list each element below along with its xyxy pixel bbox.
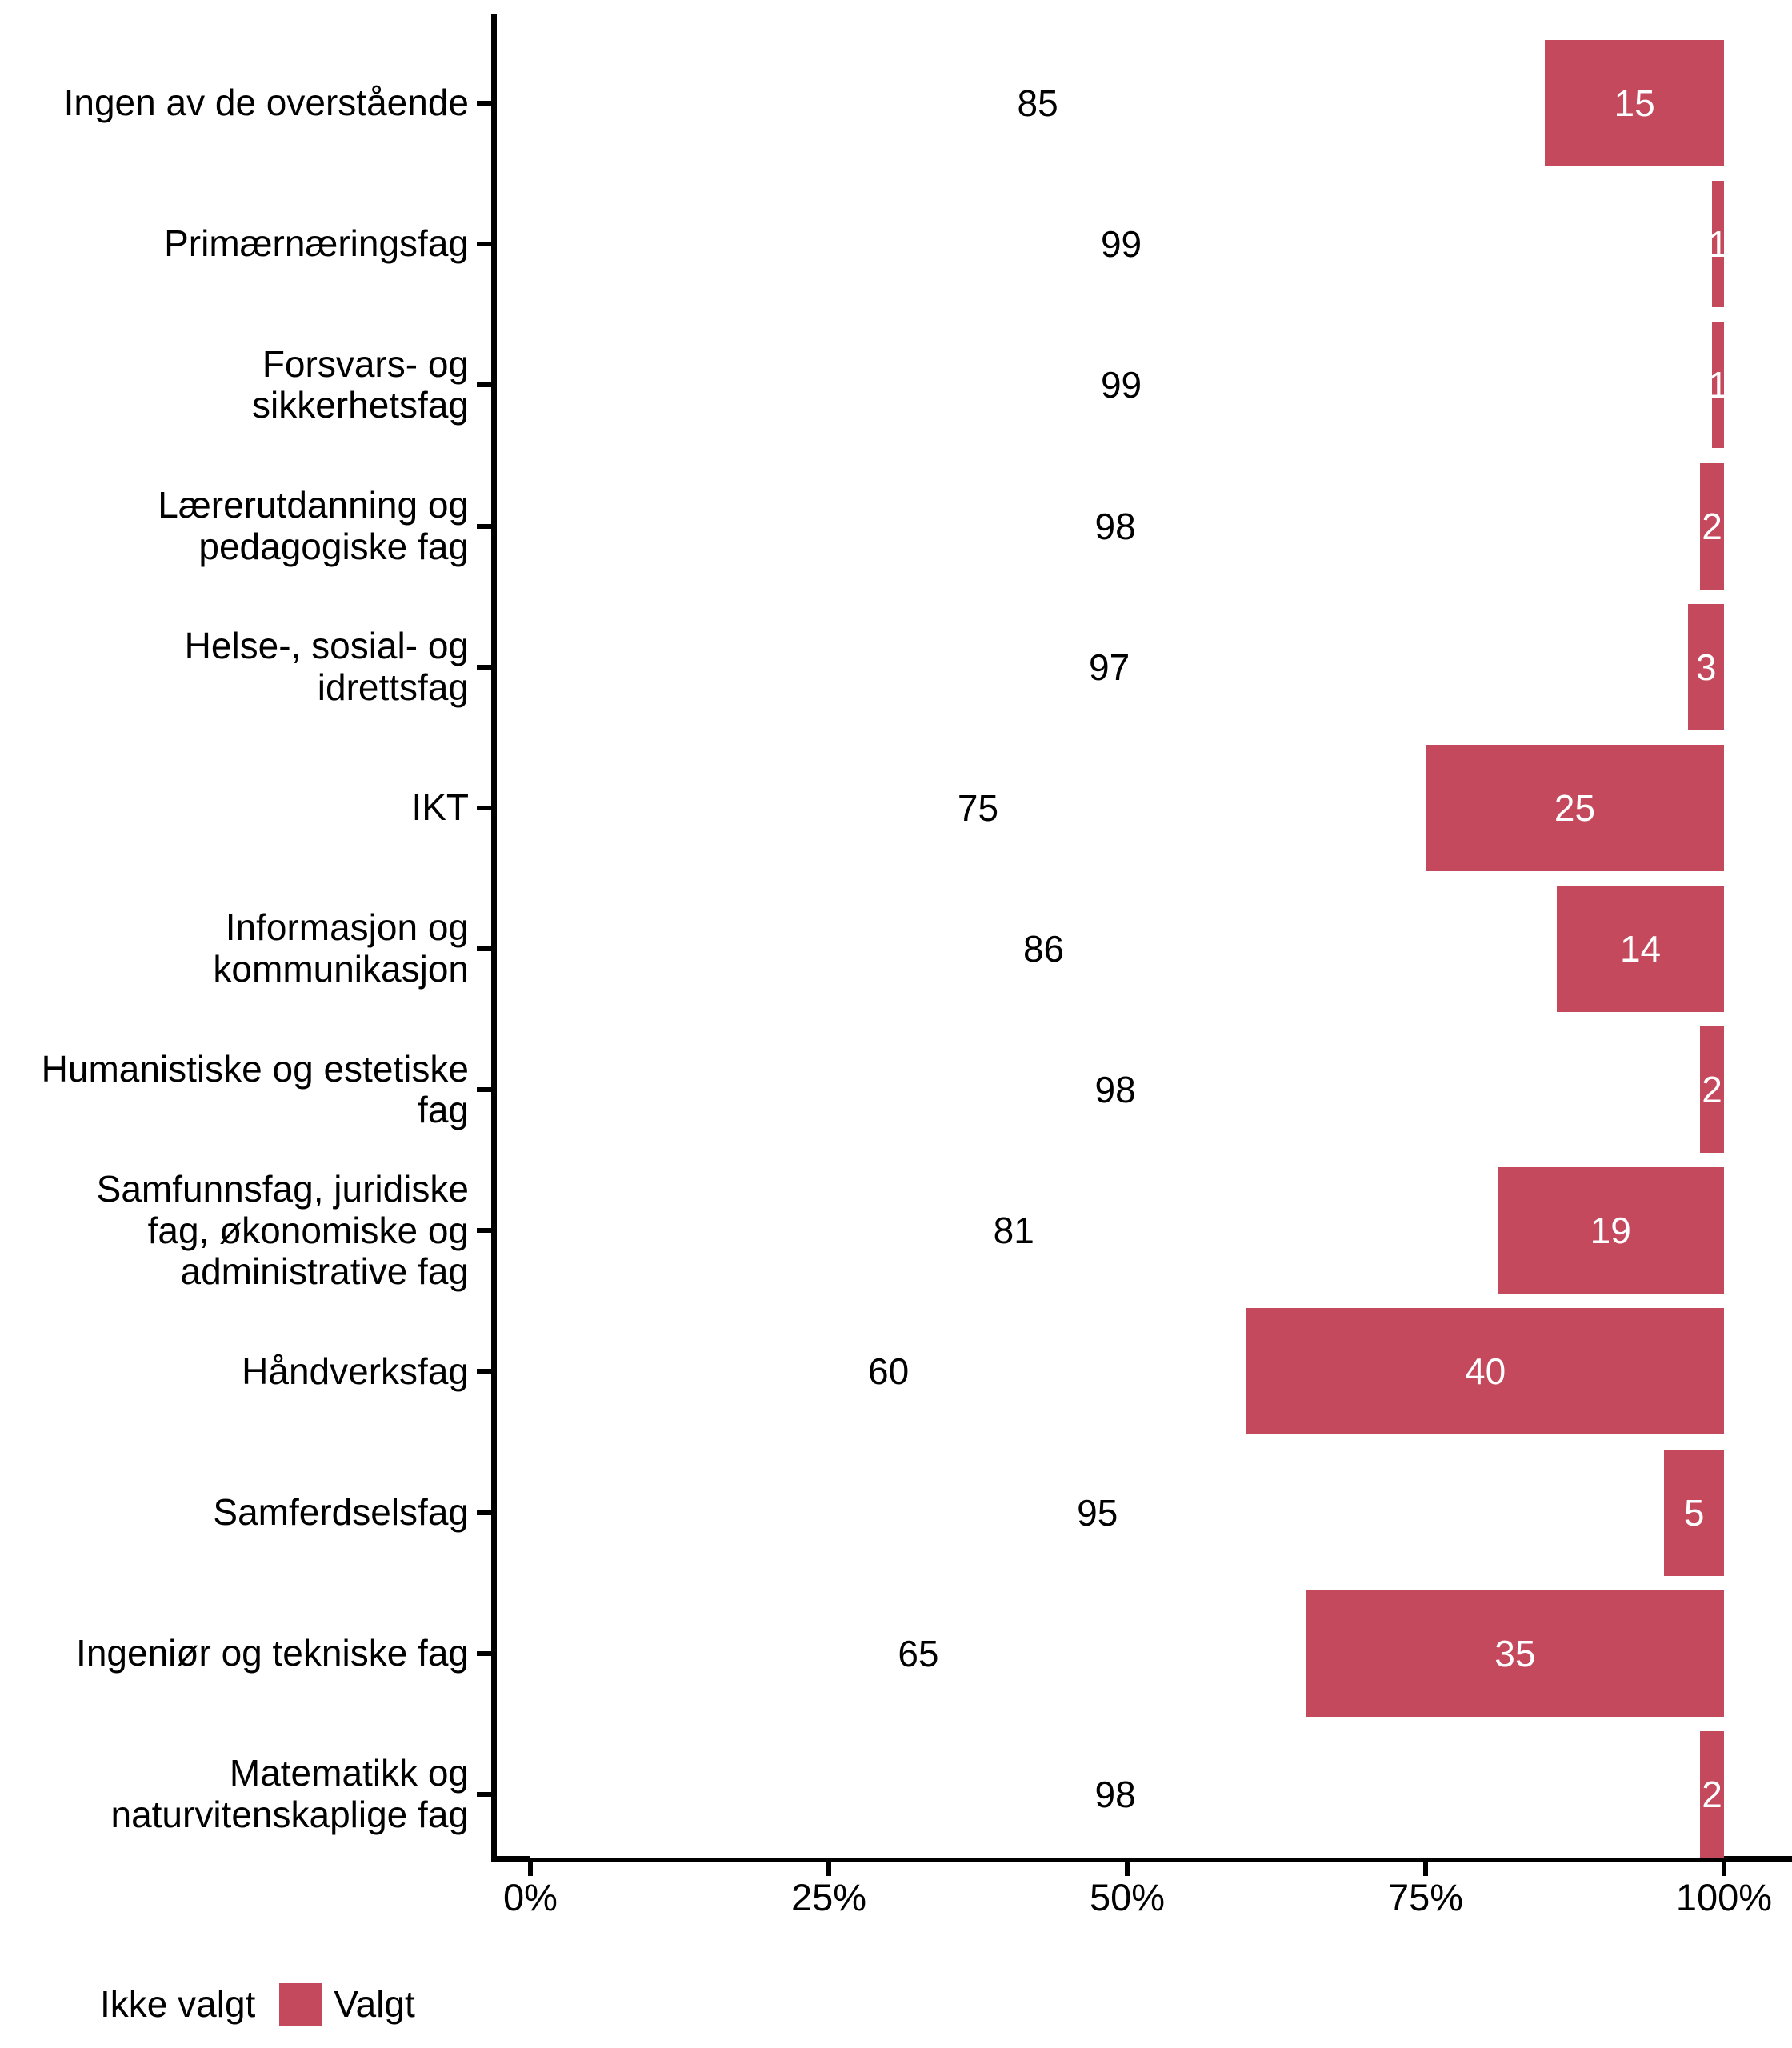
bar-segment-selected: 2 — [1700, 1730, 1724, 1858]
value-label-not-selected: 81 — [993, 1210, 1034, 1252]
value-label-selected: 1 — [1707, 223, 1729, 266]
value-label-selected: 35 — [1494, 1632, 1536, 1674]
bar-segment-selected: 2 — [1700, 462, 1724, 590]
category-label: Samfunnsfag, juridiske fag, økonomiske o… — [96, 1167, 469, 1293]
y-axis-tick — [477, 1791, 491, 1797]
x-axis-tick — [528, 1862, 533, 1876]
value-label-selected: 14 — [1619, 927, 1662, 970]
bar-segment-selected: 3 — [1688, 603, 1724, 730]
x-axis-tick — [826, 1862, 831, 1876]
y-axis-tick — [477, 242, 491, 247]
y-axis-line — [491, 14, 497, 1862]
value-label-selected: 40 — [1465, 1350, 1506, 1393]
y-axis-tick — [477, 805, 491, 810]
y-axis-tick — [477, 664, 491, 670]
legend-item: Ikke valgt — [46, 1982, 255, 2026]
value-label-not-selected: 60 — [868, 1350, 910, 1393]
y-axis-tick — [477, 1087, 491, 1093]
value-label-not-selected: 86 — [1022, 927, 1065, 970]
value-label-not-selected: 65 — [898, 1632, 939, 1674]
bar-segment-not-selected: 97 — [530, 603, 1689, 730]
bar-segment-not-selected: 99 — [530, 181, 1713, 308]
category-label: IKT — [411, 786, 469, 829]
x-axis-tick-label: 75% — [1387, 1876, 1464, 1918]
y-axis-tick — [477, 523, 491, 529]
bar-segment-not-selected: 75 — [530, 744, 1426, 871]
value-label-not-selected: 85 — [1017, 82, 1058, 125]
value-label-selected: 2 — [1702, 1773, 1722, 1815]
value-label-selected: 3 — [1695, 646, 1717, 688]
category-label: Ingeniør og tekniske fag — [76, 1631, 469, 1674]
bar-segment-selected: 1 — [1708, 181, 1728, 308]
category-label: Informasjon og kommunikasjon — [213, 906, 469, 990]
value-label-not-selected: 98 — [1094, 1773, 1136, 1815]
y-axis-tick — [477, 1369, 491, 1374]
y-axis-tick — [477, 1650, 491, 1656]
y-axis-tick — [477, 946, 491, 951]
legend-swatch — [279, 1982, 322, 2026]
value-label-selected: 1 — [1707, 364, 1729, 406]
y-axis-tick — [477, 1228, 491, 1234]
bar-segment-selected: 2 — [1700, 1026, 1724, 1154]
bar-segment-selected: 14 — [1557, 885, 1724, 1012]
x-axis-tick — [1125, 1862, 1130, 1876]
value-label-not-selected: 95 — [1077, 1491, 1118, 1534]
x-axis-line — [491, 1856, 1792, 1862]
bar-segment-selected: 5 — [1664, 1449, 1724, 1576]
value-label-not-selected: 97 — [1089, 646, 1130, 688]
value-label-not-selected: 98 — [1094, 505, 1136, 547]
category-label: Forsvars- og sikkerhetsfag — [251, 342, 469, 426]
category-label: Matematikk og naturvitenskaplige fag — [110, 1752, 469, 1835]
value-label-selected: 15 — [1614, 82, 1655, 125]
value-label-selected: 2 — [1702, 505, 1722, 547]
category-label: Helse-, sosial- og idrettsfag — [184, 625, 469, 708]
value-label-selected: 5 — [1683, 1491, 1705, 1534]
bar-segment-not-selected: 60 — [530, 1308, 1247, 1435]
bar-segment-not-selected: 98 — [530, 1026, 1701, 1154]
bar-segment-not-selected: 99 — [530, 322, 1713, 449]
value-label-not-selected: 99 — [1100, 223, 1142, 266]
y-axis-tick — [477, 1510, 491, 1515]
bar-segment-not-selected: 86 — [530, 885, 1558, 1012]
bar-segment-not-selected: 65 — [530, 1590, 1306, 1717]
bar-segment-not-selected: 95 — [530, 1449, 1665, 1576]
category-label: Håndverksfag — [242, 1350, 469, 1392]
x-axis-tick-label: 50% — [1089, 1876, 1166, 1918]
legend-label: Ikke valgt — [100, 1983, 256, 2025]
legend-label: Valgt — [334, 1983, 415, 2025]
category-label: Lærerutdanning og pedagogiske fag — [158, 483, 469, 567]
bar-segment-selected: 25 — [1426, 744, 1724, 871]
y-axis-tick — [477, 101, 491, 106]
bar-segment-selected: 1 — [1708, 322, 1728, 449]
legend: Ikke valgt Valgt — [46, 1982, 415, 2026]
category-label: Humanistiske og estetiske fag — [41, 1047, 469, 1131]
x-axis-tick-label: 100% — [1675, 1876, 1773, 1918]
value-label-not-selected: 75 — [957, 786, 999, 829]
category-label: Primærnæringsfag — [164, 222, 469, 265]
bar-segment-not-selected: 85 — [530, 40, 1546, 167]
legend-swatch — [46, 1982, 88, 2026]
bar-segment-selected: 19 — [1497, 1167, 1724, 1294]
x-axis-tick-label: 0% — [503, 1876, 558, 1918]
bar-segment-selected: 35 — [1306, 1590, 1724, 1717]
value-label-not-selected: 99 — [1100, 364, 1142, 406]
y-axis-tick — [477, 382, 491, 388]
x-axis-tick — [1423, 1862, 1428, 1876]
x-axis-tick — [1722, 1862, 1726, 1876]
category-label: Ingen av de overstående — [63, 82, 469, 124]
x-axis-tick-label: 25% — [790, 1876, 867, 1918]
category-label: Samferdselsfag — [213, 1490, 469, 1533]
value-label-selected: 2 — [1702, 1069, 1722, 1111]
bar-segment-not-selected: 81 — [530, 1167, 1498, 1294]
value-label-not-selected: 98 — [1094, 1069, 1136, 1111]
bar-segment-selected: 40 — [1246, 1308, 1724, 1435]
bar-segment-not-selected: 98 — [530, 1730, 1701, 1858]
bar-segment-not-selected: 98 — [530, 462, 1701, 590]
value-label-selected: 25 — [1554, 786, 1596, 829]
value-label-selected: 19 — [1590, 1210, 1631, 1252]
bar-segment-selected: 15 — [1545, 40, 1724, 167]
legend-item: Valgt — [279, 1982, 415, 2026]
